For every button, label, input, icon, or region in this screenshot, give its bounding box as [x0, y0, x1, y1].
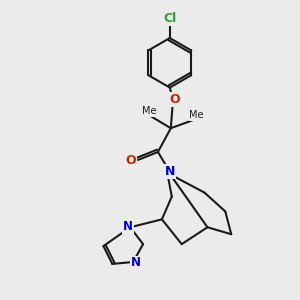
Text: O: O	[169, 93, 180, 106]
Text: Cl: Cl	[163, 12, 176, 25]
Text: N: N	[123, 220, 133, 233]
Text: N: N	[131, 256, 141, 269]
Text: O: O	[126, 154, 136, 167]
Text: Me: Me	[189, 110, 204, 120]
Text: N: N	[165, 165, 175, 178]
Text: Me: Me	[142, 106, 156, 116]
